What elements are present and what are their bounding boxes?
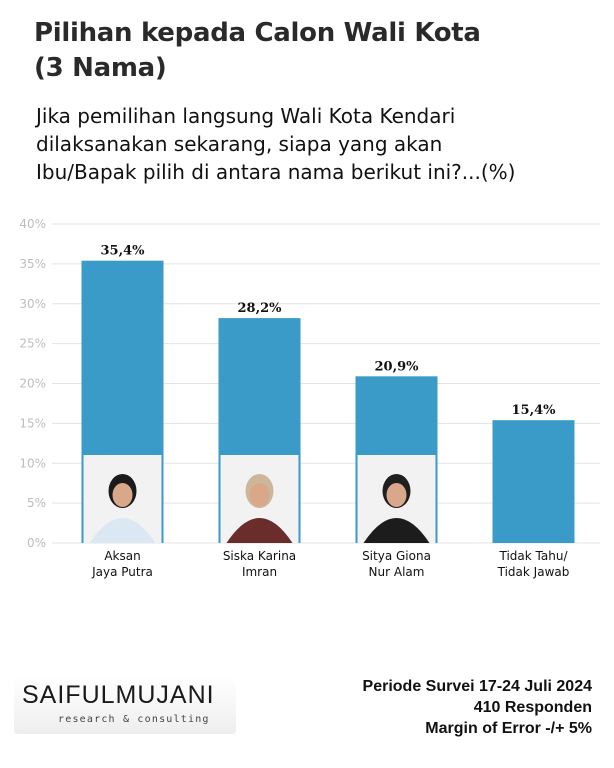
y-tick-label: 35% bbox=[19, 257, 46, 271]
question-line-2: dilaksanakan sekarang, siapa yang akan bbox=[36, 132, 443, 156]
y-tick-label: 30% bbox=[19, 297, 46, 311]
x-category-label: Nur Alam bbox=[369, 565, 425, 579]
data-label: 35,4% bbox=[100, 244, 145, 259]
x-category-label: Tidak Tahu/ bbox=[499, 549, 569, 563]
photo-face bbox=[386, 483, 407, 507]
saifulmujani-logo: SAIFULMUJANI research & consulting bbox=[14, 676, 236, 734]
x-category-label: Aksan bbox=[104, 549, 140, 563]
y-tick-label: 20% bbox=[19, 377, 46, 391]
y-tick-label: 0% bbox=[27, 536, 46, 550]
question-line-1: Jika pemilihan langsung Wali Kota Kendar… bbox=[36, 104, 456, 128]
survey-info: Periode Survei 17-24 Juli 2024 410 Respo… bbox=[363, 676, 592, 739]
y-tick-label: 40% bbox=[19, 217, 46, 231]
x-category-label: Jaya Putra bbox=[91, 565, 153, 579]
photo-body bbox=[226, 518, 293, 543]
y-tick-label: 5% bbox=[27, 496, 46, 510]
y-tick-label: 15% bbox=[19, 416, 46, 430]
x-category-label: Imran bbox=[242, 565, 277, 579]
y-tick-label: 25% bbox=[19, 337, 46, 351]
x-category-label: Tidak Jawab bbox=[497, 565, 570, 579]
chart-title: Pilihan kepada Calon Wali Kota (3 Nama) bbox=[34, 16, 594, 86]
y-tick-label: 10% bbox=[19, 456, 46, 470]
photo-body bbox=[89, 518, 156, 543]
bar-chart: 0% 5% 10% 15% 20% 25% 30% 35% 40% 35,4% Aksan Jaya … bbox=[19, 217, 600, 579]
respondent-count: 410 Responden bbox=[473, 699, 592, 716]
title-line-2: (3 Nama) bbox=[34, 53, 167, 83]
photo-face bbox=[112, 483, 133, 507]
question-line-3: Ibu/Bapak pilih di antara nama berikut i… bbox=[36, 160, 516, 184]
title-line-1: Pilihan kepada Calon Wali Kota bbox=[34, 18, 481, 48]
survey-period: Periode Survei 17-24 Juli 2024 bbox=[362, 678, 592, 695]
data-label: 15,4% bbox=[511, 403, 556, 418]
photo-body bbox=[363, 518, 430, 543]
logo-wordmark: SAIFULMUJANI bbox=[22, 681, 215, 709]
photo-face bbox=[249, 483, 270, 507]
x-category-label: Siska Karina bbox=[223, 549, 296, 563]
logo-tagline: research & consulting bbox=[58, 714, 210, 725]
margin-of-error: Margin of Error -/+ 5% bbox=[425, 720, 592, 737]
data-label: 20,9% bbox=[374, 359, 419, 374]
data-label: 28,2% bbox=[237, 301, 282, 316]
x-category-label: Sitya Giona bbox=[362, 549, 431, 563]
bar bbox=[492, 420, 575, 543]
survey-question: Jika pemilihan langsung Wali Kota Kendar… bbox=[36, 102, 606, 186]
